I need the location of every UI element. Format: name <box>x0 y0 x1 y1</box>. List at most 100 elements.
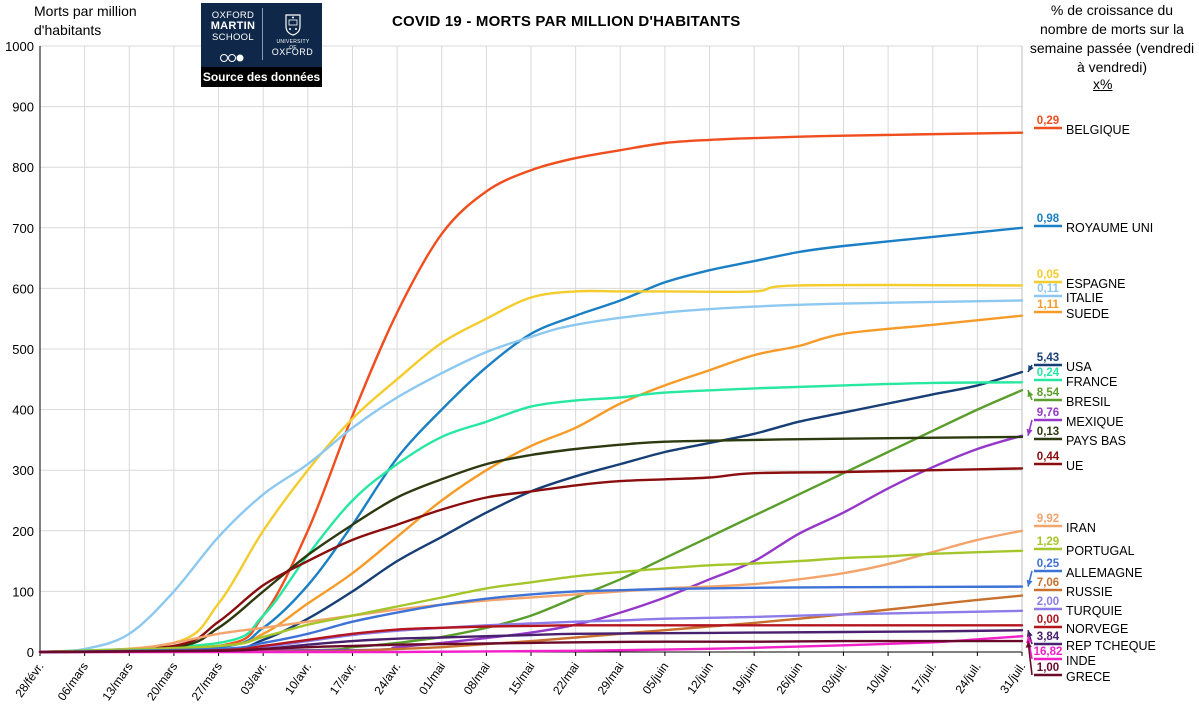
legend-entry-espagne: 0,05 ESPAGNE <box>1034 269 1126 291</box>
series-line-royaume-uni <box>38 226 1024 654</box>
x-tick-label: 03/juil. <box>819 660 850 696</box>
x-tick-label: 08/mai <box>461 660 493 698</box>
x-tick-label: 05/juin <box>640 660 672 697</box>
growth-value: 1,11 <box>1037 299 1059 311</box>
series-line-portugal <box>38 549 1024 654</box>
legend-entry-iran: 9,92 IRAN <box>1034 513 1096 535</box>
arrow-head <box>1026 630 1033 638</box>
x-tick-label: 13/mars <box>99 660 135 704</box>
arrow-head <box>1026 428 1033 436</box>
arrow-head <box>1026 579 1033 587</box>
growth-value: 0,44 <box>1037 451 1060 463</box>
x-tick-label: 29/mai <box>595 660 627 698</box>
x-tick-label: 10/avr. <box>282 660 314 698</box>
legend-label: NORVEGE <box>1066 622 1128 636</box>
series-line-iran <box>38 529 1024 654</box>
series-line-allemagne <box>38 585 1024 654</box>
legend-label: IRAN <box>1066 521 1096 535</box>
series-line-espagne <box>38 283 1024 654</box>
legend-label: ROYAUME UNI <box>1066 221 1153 235</box>
legend-label: BRESIL <box>1066 395 1111 409</box>
logo-dots-icon <box>220 54 244 62</box>
y-tick-label: 100 <box>12 584 34 599</box>
legend-entry-france: 0,24 FRANCE <box>1034 367 1117 389</box>
y-tick-label: 400 <box>12 403 34 418</box>
legend-entry-turquie: 2,00 TURQUIE <box>1034 596 1122 618</box>
growth-value: 0,05 <box>1037 269 1060 281</box>
series-line-italie <box>38 299 1024 654</box>
arrow-head <box>1028 365 1034 373</box>
y-tick-label: 700 <box>12 221 34 236</box>
oxford-crest-icon <box>285 14 301 36</box>
university-logo: UNIVERSITY OF OXFORD <box>265 5 320 61</box>
growth-value: 8,54 <box>1037 387 1060 399</box>
growth-value: 5,43 <box>1037 352 1059 364</box>
logo-wordmark: OXFORD MARTIN SCHOOL <box>210 10 256 43</box>
legend-entry-pays-bas: 0,13 PAYS BAS <box>1034 426 1126 448</box>
x-tick-label: 26/juin <box>774 660 806 697</box>
legend-entry-mexique: 9,76 MEXIQUE <box>1026 407 1124 436</box>
growth-value: 1,00 <box>1037 662 1059 674</box>
growth-value: 7,06 <box>1037 577 1059 589</box>
y-tick-label: 600 <box>12 281 34 296</box>
growth-value: 9,76 <box>1037 407 1059 419</box>
y-tick-label: 900 <box>12 100 34 115</box>
grid-lines <box>39 45 1023 653</box>
growth-value: 0,98 <box>1037 213 1060 225</box>
growth-unit: x% <box>1093 76 1113 92</box>
y-tick-label: 1000 <box>5 39 34 54</box>
x-tick-label: 24/avr. <box>371 660 403 698</box>
series-line-france <box>38 381 1024 654</box>
growth-value: 16,82 <box>1034 646 1063 658</box>
legend-entry-royaume-uni: 0,98 ROYAUME UNI <box>1034 213 1153 235</box>
series-lines <box>38 131 1024 654</box>
legend-label: SUEDE <box>1066 307 1109 321</box>
legend-entry-grece: 1,00 GRECE <box>1025 640 1110 684</box>
growth-value: 0,25 <box>1037 558 1060 570</box>
legend-entry-bresil: 8,54 BRESIL <box>1027 387 1111 409</box>
legend-entry-russie: 7,06 RUSSIE <box>1034 577 1113 599</box>
y-tick-label: 0 <box>27 645 34 660</box>
legend-label: PORTUGAL <box>1066 544 1135 558</box>
legend-label: UE <box>1066 459 1083 473</box>
legend-label: ALLEMAGNE <box>1066 566 1142 580</box>
x-tick-label: 01/mai <box>416 660 448 698</box>
series-line-turquie <box>38 609 1024 654</box>
x-tick-label: 19/juin <box>729 660 761 697</box>
growth-value: 0,24 <box>1037 367 1060 379</box>
x-tick-label: 22/mai <box>550 660 582 698</box>
growth-value: 9,92 <box>1037 513 1059 525</box>
legend-label: BELGIQUE <box>1066 123 1130 137</box>
x-tick-label: 03/avr. <box>238 660 270 698</box>
growth-value: 1,29 <box>1037 536 1059 548</box>
y-tick-label: 300 <box>12 463 34 478</box>
series-line-pays-bas <box>38 435 1024 654</box>
legend-entry-usa: 5,43 USA <box>1027 352 1092 374</box>
y-tick-label: 200 <box>12 524 34 539</box>
growth-value: 0,13 <box>1037 426 1059 438</box>
legend-label: FRANCE <box>1066 375 1117 389</box>
legend-entry-rep-tcheque: 3,84 REP TCHEQUE <box>1026 629 1156 653</box>
logo-separator <box>262 8 263 60</box>
x-tick-labels: 28/févr. 06/mars 13/mars 20/mars 27/mars 03/a… <box>12 660 1028 704</box>
legend-entry-ue: 0,44 UE <box>1034 451 1083 473</box>
legend-label: USA <box>1066 360 1092 374</box>
x-tick-label: 17/avr. <box>327 660 359 698</box>
growth-value: 0,29 <box>1037 115 1059 127</box>
legend-label: GRECE <box>1066 670 1110 684</box>
legend-label: MEXIQUE <box>1066 415 1124 429</box>
series-line-ue <box>38 467 1024 654</box>
arrow-head <box>1025 641 1032 648</box>
growth-value: 3,84 <box>1037 631 1060 643</box>
series-line-norvege <box>38 624 1024 654</box>
oxford-martin-logo[interactable]: OXFORD MARTIN SCHOOL UNIVERSITY OF OXFOR… <box>201 3 322 87</box>
x-tick-label: 12/juin <box>684 660 716 697</box>
growth-value: 0,11 <box>1037 283 1059 295</box>
series-line-inde <box>38 635 1024 654</box>
x-tick-label: 28/févr. <box>12 660 46 700</box>
x-tick-label: 06/mars <box>55 660 91 704</box>
x-tick-label: 24/juil. <box>952 660 983 696</box>
y-tick-label: 500 <box>12 342 34 357</box>
